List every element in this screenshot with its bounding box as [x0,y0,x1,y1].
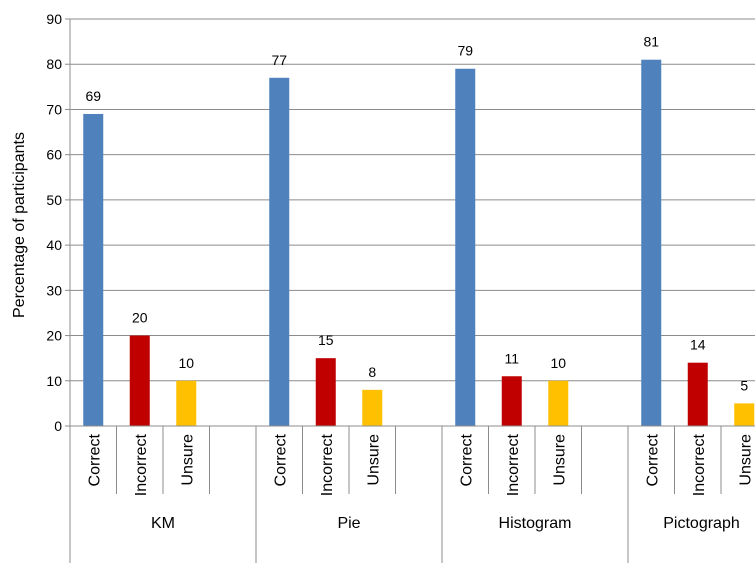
bar-unsure [548,380,569,426]
bar-unsure [176,380,197,426]
y-tick-label: 90 [46,11,62,27]
x-category-label: Correct [272,433,289,486]
y-tick-label: 50 [46,192,62,208]
bar-correct [641,59,662,426]
data-label: 10 [178,355,194,371]
bar-incorrect [315,358,336,426]
y-axis-label: Percentage of participants [11,132,28,318]
data-label: 81 [643,34,659,50]
y-tick-label: 80 [46,56,62,72]
bar-unsure [362,389,383,426]
bar-incorrect [129,335,150,426]
x-category-label: Unsure [551,434,568,486]
y-tick-label: 30 [46,282,62,298]
x-category-label: Correct [86,433,103,486]
x-group-label: KM [151,515,175,532]
y-tick-label: 20 [46,328,62,344]
bar-correct [455,68,476,426]
bar-correct [269,77,290,427]
data-label: 20 [132,310,148,326]
x-category-label: Incorrect [319,433,336,496]
bar-unsure [734,403,755,426]
gridlines [70,18,755,382]
data-label: 8 [368,364,376,380]
x-category-label: Unsure [365,434,382,486]
data-label: 5 [740,377,748,393]
bar-incorrect [687,362,708,426]
data-label: 77 [271,52,287,68]
x-category-label: Correct [644,433,661,486]
data-label: 14 [690,337,706,353]
data-label: 11 [504,350,519,366]
x-group-label: Pie [337,515,360,532]
y-tick-label: 40 [46,237,62,253]
data-labels: 69 20 10 77 15 8 79 11 10 81 14 5 [85,34,748,394]
data-label: 10 [550,355,566,371]
bar-correct [83,113,104,426]
x-category-label: Incorrect [505,433,522,496]
x-group-label: Histogram [499,515,572,532]
y-tick-label: 10 [46,373,62,389]
y-tick-label: 60 [46,147,62,163]
bar-incorrect [501,376,522,426]
x-axis: Correct Incorrect Unsure KM Correct Incorrect… [69,19,755,563]
data-label: 15 [318,332,334,348]
data-label: 69 [85,88,101,104]
x-category-label: Unsure [737,434,754,486]
y-axis-ticks: 0 10 20 30 40 50 60 70 80 90 [46,11,70,434]
x-category-label: Incorrect [133,433,150,496]
x-category-label: Correct [458,433,475,486]
x-group-label: Pictograph [663,515,740,532]
y-tick-label: 0 [54,418,62,434]
x-category-label: Unsure [179,434,196,486]
y-tick-label: 70 [46,101,62,117]
bars [83,59,755,427]
x-category-label: Incorrect [691,433,708,496]
data-label: 79 [457,43,473,59]
